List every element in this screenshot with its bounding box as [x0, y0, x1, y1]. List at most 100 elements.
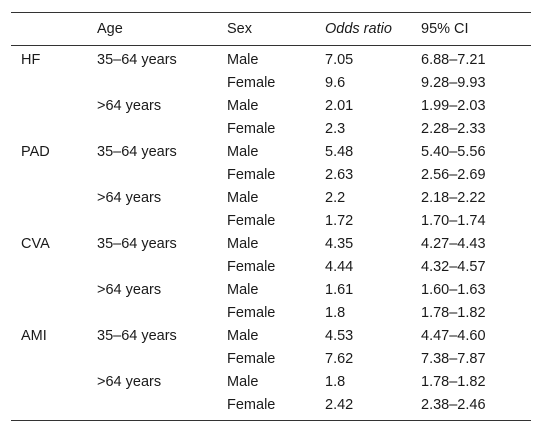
cell-odds-ratio: 1.8 [325, 304, 346, 321]
cell-age [87, 117, 217, 140]
cell-sex: Female [227, 74, 276, 91]
cell-age: 35–64 years [97, 51, 177, 68]
cell-age [87, 209, 217, 232]
cell-sex: Female [227, 396, 276, 413]
cell-sex: Female [227, 212, 276, 229]
cell-condition [11, 94, 87, 117]
cell-age: >64 years [97, 97, 162, 114]
odds-ratio-table-container: Age Sex Odds ratio 95% CI HF 35–64 years M… [11, 12, 531, 421]
table-row: PAD 35–64 years Male 5.48 5.40–5.56 [11, 140, 531, 163]
cell-sex: Male [227, 281, 259, 298]
cell-age: 35–64 years [97, 143, 177, 160]
table-row: Female 1.8 1.78–1.82 [11, 301, 531, 324]
cell-ci: 4.27–4.43 [421, 235, 486, 252]
cell-age: 35–64 years [97, 235, 177, 252]
cell-condition: PAD [21, 143, 50, 160]
cell-sex: Male [227, 97, 259, 114]
cell-odds-ratio: 2.01 [325, 97, 354, 114]
cell-condition [11, 370, 87, 393]
cell-condition [11, 347, 87, 370]
odds-ratio-table: Age Sex Odds ratio 95% CI HF 35–64 years M… [11, 12, 531, 421]
cell-ci: 2.18–2.22 [421, 189, 486, 206]
cell-age: >64 years [97, 373, 162, 390]
cell-ci: 1.60–1.63 [421, 281, 486, 298]
cell-sex: Female [227, 350, 276, 367]
cell-ci: 6.88–7.21 [421, 51, 486, 68]
cell-condition [11, 209, 87, 232]
cell-ci: 2.56–2.69 [421, 166, 486, 183]
header-sex: Sex [227, 21, 252, 37]
cell-ci: 1.70–1.74 [421, 212, 486, 229]
cell-sex: Male [227, 143, 259, 160]
cell-sex: Male [227, 327, 259, 344]
cell-condition [11, 301, 87, 324]
cell-odds-ratio: 2.2 [325, 189, 346, 206]
cell-condition [11, 163, 87, 186]
cell-odds-ratio: 7.62 [325, 350, 354, 367]
cell-ci: 2.38–2.46 [421, 396, 486, 413]
table-row: >64 years Male 2.01 1.99–2.03 [11, 94, 531, 117]
table-row: Female 2.42 2.38–2.46 [11, 393, 531, 421]
header-row: Age Sex Odds ratio 95% CI [11, 12, 531, 46]
cell-age [87, 347, 217, 370]
header-condition [11, 13, 87, 46]
cell-sex: Female [227, 166, 276, 183]
cell-sex: Female [227, 120, 276, 137]
cell-age [87, 393, 217, 421]
cell-ci: 2.28–2.33 [421, 120, 486, 137]
cell-condition [11, 278, 87, 301]
table-row: >64 years Male 1.61 1.60–1.63 [11, 278, 531, 301]
cell-sex: Male [227, 189, 259, 206]
cell-condition [11, 117, 87, 140]
cell-odds-ratio: 4.53 [325, 327, 354, 344]
cell-condition: HF [21, 51, 41, 68]
cell-age [87, 163, 217, 186]
cell-age [87, 255, 217, 278]
header-age: Age [97, 21, 123, 37]
table-row: >64 years Male 2.2 2.18–2.22 [11, 186, 531, 209]
cell-ci: 4.47–4.60 [421, 327, 486, 344]
table-row: Female 2.63 2.56–2.69 [11, 163, 531, 186]
header-ci: 95% CI [421, 21, 469, 37]
cell-odds-ratio: 2.42 [325, 396, 354, 413]
table-row: HF 35–64 years Male 7.05 6.88–7.21 [11, 46, 531, 72]
table-row: AMI 35–64 years Male 4.53 4.47–4.60 [11, 324, 531, 347]
cell-odds-ratio: 1.8 [325, 373, 346, 390]
table-header: Age Sex Odds ratio 95% CI [11, 12, 531, 46]
table-row: Female 4.44 4.32–4.57 [11, 255, 531, 278]
cell-condition [11, 393, 87, 421]
cell-odds-ratio: 7.05 [325, 51, 354, 68]
table-row: Female 9.6 9.28–9.93 [11, 71, 531, 94]
table-body: HF 35–64 years Male 7.05 6.88–7.21 Female 9.6 9… [11, 46, 531, 421]
cell-odds-ratio: 2.3 [325, 120, 346, 137]
cell-odds-ratio: 9.6 [325, 74, 346, 91]
cell-odds-ratio: 5.48 [325, 143, 354, 160]
cell-ci: 1.78–1.82 [421, 304, 486, 321]
cell-odds-ratio: 1.72 [325, 212, 354, 229]
cell-age: 35–64 years [97, 327, 177, 344]
cell-condition: CVA [21, 235, 50, 252]
cell-condition [11, 71, 87, 94]
cell-age [87, 301, 217, 324]
table-row: >64 years Male 1.8 1.78–1.82 [11, 370, 531, 393]
cell-ci: 7.38–7.87 [421, 350, 486, 367]
cell-ci: 1.78–1.82 [421, 373, 486, 390]
cell-ci: 5.40–5.56 [421, 143, 486, 160]
cell-sex: Male [227, 373, 259, 390]
cell-sex: Male [227, 235, 259, 252]
cell-condition: AMI [21, 327, 47, 344]
header-odds-ratio: Odds ratio [325, 21, 392, 37]
cell-age: >64 years [97, 189, 162, 206]
table-row: CVA 35–64 years Male 4.35 4.27–4.43 [11, 232, 531, 255]
cell-odds-ratio: 2.63 [325, 166, 354, 183]
table-row: Female 1.72 1.70–1.74 [11, 209, 531, 232]
cell-odds-ratio: 4.44 [325, 258, 354, 275]
cell-age [87, 71, 217, 94]
cell-odds-ratio: 1.61 [325, 281, 354, 298]
cell-condition [11, 186, 87, 209]
table-row: Female 7.62 7.38–7.87 [11, 347, 531, 370]
cell-sex: Female [227, 258, 276, 275]
cell-ci: 9.28–9.93 [421, 74, 486, 91]
table-row: Female 2.3 2.28–2.33 [11, 117, 531, 140]
cell-ci: 4.32–4.57 [421, 258, 486, 275]
